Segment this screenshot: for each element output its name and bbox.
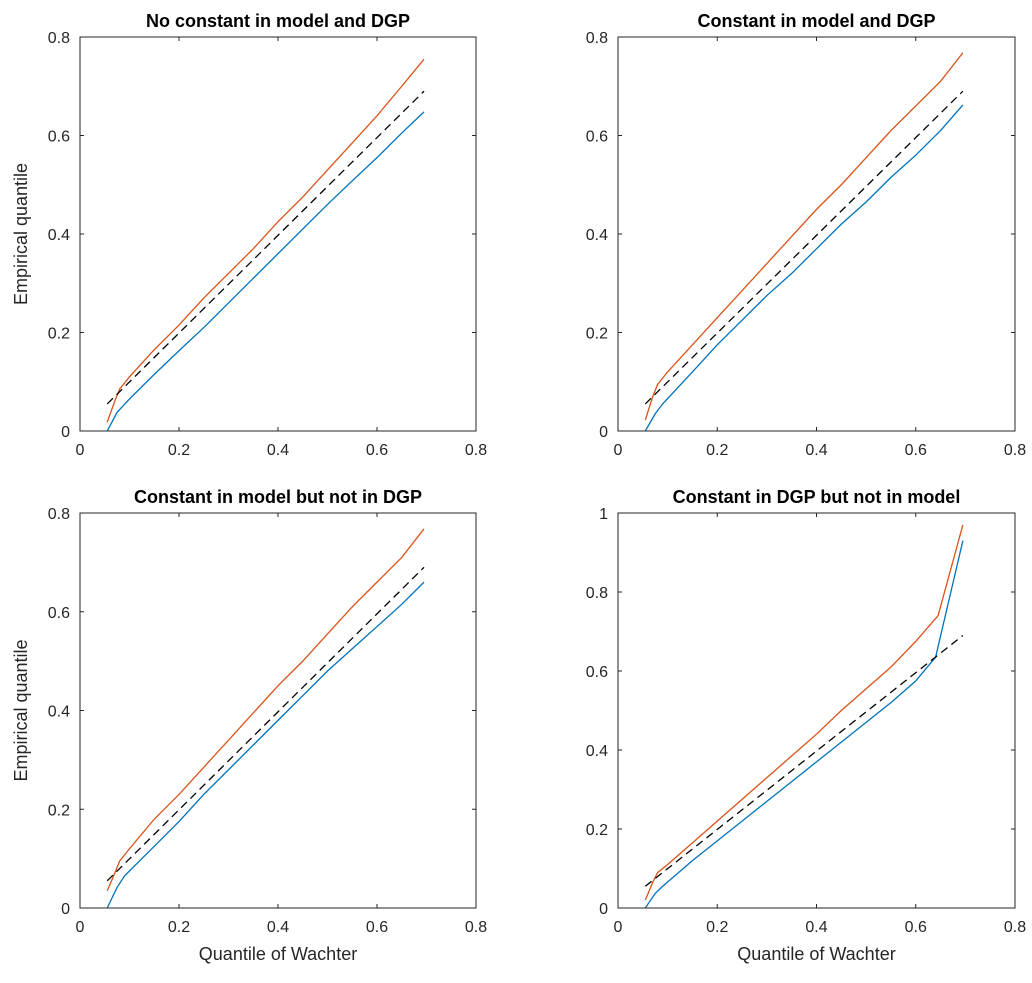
x-tick-label: 0.6 xyxy=(905,919,927,936)
x-axis-label-bottom-left: Quantile of Wachter xyxy=(199,944,357,964)
x-tick-label: 0.2 xyxy=(168,442,190,459)
reference-line-dashed-top-right xyxy=(644,90,964,405)
y-tick-label: 0.6 xyxy=(586,129,608,146)
x-tick-label: 0.6 xyxy=(905,442,927,459)
x-tick-label: 0.8 xyxy=(1004,442,1026,459)
y-tick-label: 0.4 xyxy=(48,227,70,244)
x-axis-label-bottom-right: Quantile of Wachter xyxy=(737,944,895,964)
x-tick-label: 0.2 xyxy=(168,919,190,936)
y-tick-label: 0.2 xyxy=(48,802,70,819)
y-tick-label: 0 xyxy=(599,424,608,441)
y-tick-label: 0.8 xyxy=(586,30,608,47)
x-tick-label: 0 xyxy=(614,442,623,459)
y-axis-label-top-left: Empirical quantile xyxy=(11,163,31,305)
x-tick-label: 0.6 xyxy=(366,919,388,936)
x-tick-label: 0.4 xyxy=(805,919,827,936)
series-line-1-top-left xyxy=(106,111,425,432)
subplot-bottom-left: 0 0.2 0.4 0.6 0.8 0 0.2 0.4 0.6 0.8 Constant in mo… xyxy=(11,487,487,964)
y-tick-label: 0 xyxy=(61,901,70,918)
subplot-top-right: 0 0.2 0.4 0.6 0.8 0 0.2 0.4 0.6 0.8 Constant in mo… xyxy=(586,11,1026,459)
x-tick-label: 0.4 xyxy=(805,442,827,459)
y-tick-label: 0.8 xyxy=(48,506,70,523)
subplot-top-left: 0 0.2 0.4 0.6 0.8 0 0.2 0.4 0.6 0.8 No constant in… xyxy=(11,11,487,459)
x-tick-label: 0 xyxy=(76,442,85,459)
reference-line-dashed-bottom-left xyxy=(106,566,425,882)
series-line-1-top-right xyxy=(644,104,964,432)
subplot-title-bottom-left: Constant in model but not in DGP xyxy=(134,487,422,507)
x-tick-label: 0.8 xyxy=(465,919,487,936)
y-tick-label: 1 xyxy=(599,506,608,523)
y-tick-label: 0.6 xyxy=(586,664,608,681)
y-tick-label: 0.8 xyxy=(48,30,70,47)
y-axis-label-bottom-left: Empirical quantile xyxy=(11,639,31,781)
x-tick-label: 0.8 xyxy=(1004,919,1026,936)
x-tick-label: 0 xyxy=(76,919,85,936)
y-tick-label: 0.4 xyxy=(48,704,70,721)
x-tick-label: 0.2 xyxy=(706,919,728,936)
y-tick-label: 0 xyxy=(599,901,608,918)
x-tick-label: 0.2 xyxy=(706,442,728,459)
y-tick-label: 0.6 xyxy=(48,129,70,146)
series-line-1-bottom-left xyxy=(106,581,425,909)
x-tick-label: 0 xyxy=(614,919,623,936)
subplot-title-top-right: Constant in model and DGP xyxy=(697,11,935,31)
subplot-bottom-right: 0 0.2 0.4 0.6 0.8 0 0.2 0.4 0.6 0.8 1 Constant in D… xyxy=(586,487,1026,964)
y-tick-label: 0.4 xyxy=(586,227,608,244)
subplot-title-top-left: No constant in model and DGP xyxy=(146,11,410,31)
series-line-2-bottom-right xyxy=(644,524,964,901)
series-line-2-bottom-left xyxy=(106,528,425,891)
series-line-2-top-left xyxy=(106,58,425,423)
x-tick-label: 0.8 xyxy=(465,442,487,459)
y-tick-label: 0.2 xyxy=(586,822,608,839)
x-tick-label: 0.4 xyxy=(267,442,289,459)
x-tick-label: 0.4 xyxy=(267,919,289,936)
series-line-1-bottom-right xyxy=(644,540,964,909)
reference-line-dashed-bottom-right xyxy=(644,634,964,887)
y-tick-label: 0.4 xyxy=(586,743,608,760)
x-tick-label: 0.6 xyxy=(366,442,388,459)
y-tick-label: 0.2 xyxy=(586,326,608,343)
reference-line-dashed-top-left xyxy=(106,90,425,405)
series-line-2-top-right xyxy=(644,52,964,421)
y-tick-label: 0.6 xyxy=(48,605,70,622)
y-tick-label: 0.8 xyxy=(586,585,608,602)
subplot-title-bottom-right: Constant in DGP but not in model xyxy=(673,487,961,507)
y-tick-label: 0 xyxy=(61,424,70,441)
y-tick-label: 0.2 xyxy=(48,326,70,343)
